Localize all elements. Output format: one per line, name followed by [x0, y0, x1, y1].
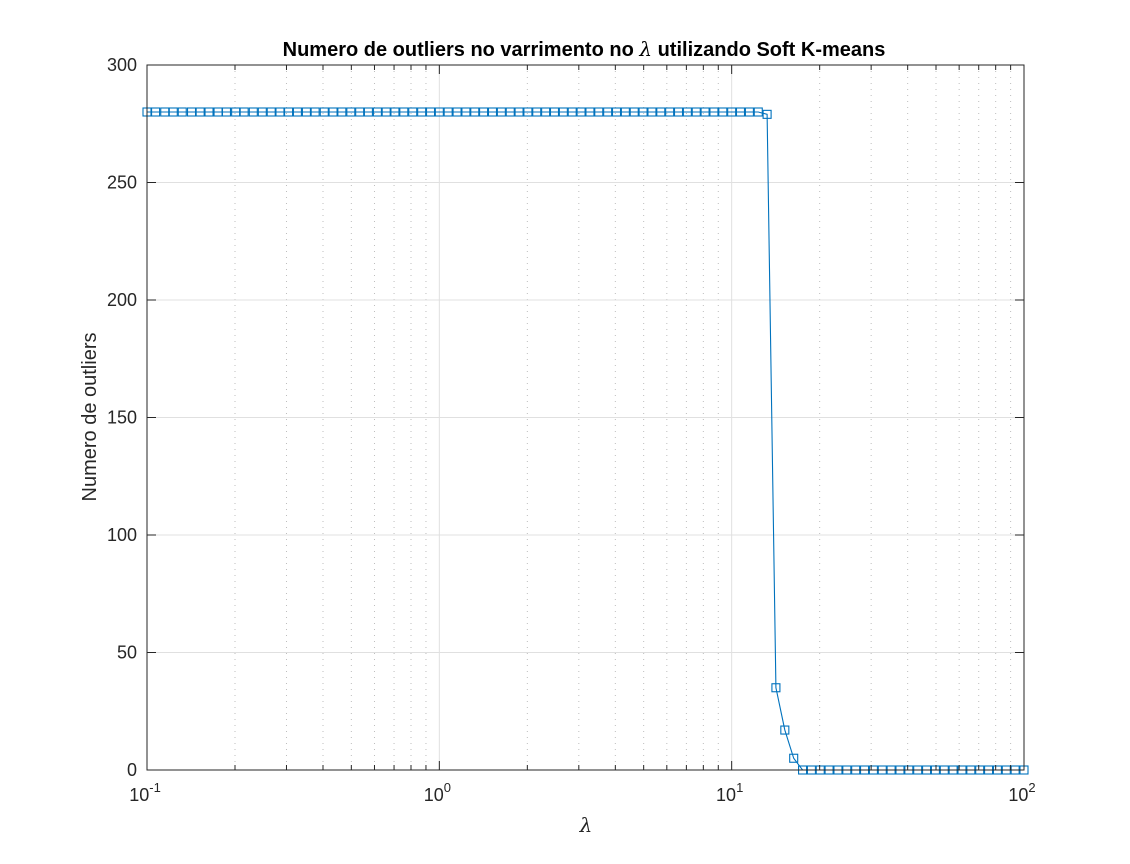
data-point-marker: [576, 107, 586, 117]
data-point-marker: [727, 107, 737, 117]
data-point-marker: [443, 107, 453, 117]
data-point-marker: [735, 107, 746, 117]
data-point-marker: [496, 107, 506, 117]
data-point-marker: [275, 107, 285, 117]
data-point-marker: [301, 107, 311, 117]
data-point-marker: [177, 107, 187, 117]
data-point-marker: [310, 107, 320, 117]
data-point-marker: [390, 107, 400, 117]
data-point-marker: [195, 107, 205, 117]
data-point-marker: [284, 107, 294, 117]
x-tick-label: 10-1: [129, 780, 161, 805]
axes-box: [146, 64, 1025, 771]
data-point-marker: [753, 107, 763, 117]
y-tick-label: 100: [107, 525, 137, 545]
y-tick-label: 150: [107, 408, 137, 428]
data-point-marker: [479, 107, 489, 117]
data-point-marker: [789, 753, 799, 763]
y-tick-label: 0: [127, 760, 137, 780]
data-point-marker: [505, 107, 515, 117]
data-point-marker: [665, 107, 675, 117]
data-point-marker: [514, 107, 524, 117]
data-point-marker: [567, 107, 577, 117]
data-point-marker: [682, 107, 692, 117]
data-point-marker: [709, 107, 719, 117]
data-point-marker: [771, 683, 781, 693]
data-point-marker: [248, 107, 258, 117]
y-tick-label: 50: [117, 643, 137, 663]
data-point-marker: [656, 107, 666, 117]
data-point-marker: [541, 107, 551, 117]
y-tick-label: 200: [107, 290, 137, 310]
data-point-marker: [558, 107, 568, 117]
data-point-marker: [549, 107, 560, 117]
data-point-marker: [620, 107, 630, 117]
data-point-marker: [408, 107, 418, 117]
data-point-marker: [257, 107, 267, 117]
data-point-marker: [221, 107, 232, 117]
data-point-marker: [363, 107, 373, 117]
x-tick-label: 101: [716, 780, 743, 805]
data-point-marker: [691, 107, 701, 117]
data-point-marker: [647, 107, 657, 117]
data-point-marker: [461, 107, 471, 117]
data-point-marker: [168, 107, 178, 117]
data-point-marker: [292, 107, 302, 117]
chart-title: Numero de outliers no varrimento no λ ut…: [283, 37, 886, 61]
data-point-marker: [532, 107, 542, 117]
data-point-marker: [355, 107, 365, 117]
x-axis-label: λ: [579, 813, 593, 837]
data-point-marker: [346, 107, 356, 117]
data-point-marker: [266, 107, 276, 117]
data-point-marker: [780, 725, 790, 735]
data-point-marker: [151, 107, 161, 117]
data-point-marker: [417, 107, 427, 117]
data-point-marker: [372, 107, 382, 117]
data-point-marker: [673, 107, 684, 117]
data-point-marker: [611, 107, 622, 117]
data-point-marker: [700, 107, 710, 117]
data-point-marker: [452, 107, 462, 117]
data-point-marker: [186, 107, 197, 117]
data-point-marker: [399, 107, 409, 117]
y-tick-label: 300: [107, 55, 137, 75]
data-point-marker: [744, 107, 754, 117]
data-point-marker: [718, 107, 728, 117]
data-point-marker: [603, 107, 613, 117]
data-point-marker: [204, 107, 214, 117]
tick-labels: 0 50 100 150 200 250 300 10-1 100 101 102: [107, 55, 1036, 805]
y-axis-label: Numero de outliers: [79, 333, 101, 502]
data-point-marker: [487, 107, 498, 117]
x-tick-label: 102: [1008, 780, 1035, 805]
data-point-marker: [470, 107, 480, 117]
data-point-marker: [523, 107, 533, 117]
data-point-marker: [337, 107, 347, 117]
data-point-marker: [328, 107, 338, 117]
data-point-marker: [762, 109, 772, 119]
data-point-marker: [585, 107, 595, 117]
data-point-marker: [434, 107, 444, 117]
data-point-marker: [319, 107, 329, 117]
data-point-marker: [594, 107, 604, 117]
y-tick-label: 250: [107, 173, 137, 193]
x-tick-label: 100: [424, 780, 451, 805]
data-point-marker: [638, 107, 648, 117]
data-point-marker: [381, 107, 391, 117]
data-point-marker: [239, 107, 249, 117]
data-point-marker: [425, 107, 436, 117]
data-point-marker: [629, 107, 639, 117]
